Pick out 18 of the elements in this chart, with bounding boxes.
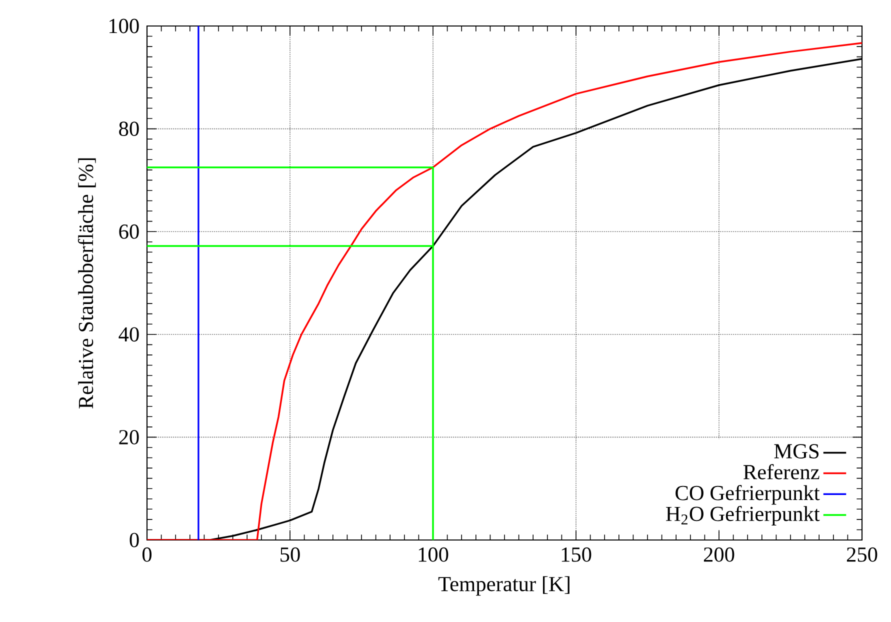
- y-tick-label: 100: [110, 18, 139, 34]
- legend-label: MGS: [774, 444, 819, 458]
- x-tick-label: 0: [142, 547, 152, 562]
- x-tick-label: 100: [418, 547, 448, 562]
- x-tick-label: 250: [846, 547, 878, 562]
- y-tick-label: 80: [119, 122, 139, 136]
- y-axis-title: Relative Stauboberfläche [%]: [78, 158, 96, 409]
- y-tick-label: 0: [130, 532, 139, 548]
- x-axis-title: Temperatur [K]: [438, 576, 570, 596]
- x-tick-label: 50: [280, 547, 300, 562]
- x-tick-label: 150: [562, 547, 592, 562]
- legend-label: Referenz: [743, 464, 820, 480]
- legend-label: CO Gefrierpunkt: [676, 485, 820, 505]
- y-tick-label: 20: [119, 430, 139, 444]
- x-tick-label: 200: [704, 547, 734, 562]
- y-tick-label: 60: [119, 224, 139, 239]
- legend-label: H$_{2}$O Gefrierpunkt: [666, 506, 820, 526]
- y-tick-label: 40: [118, 327, 139, 342]
